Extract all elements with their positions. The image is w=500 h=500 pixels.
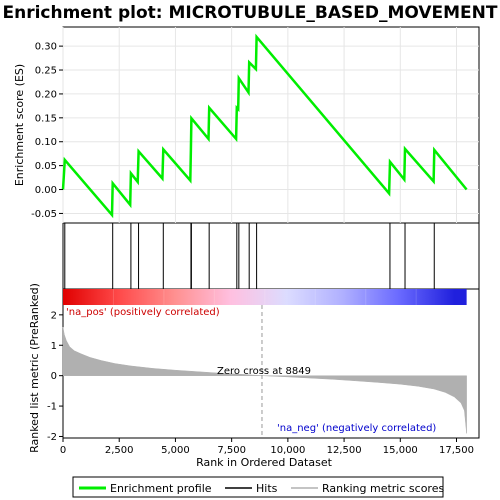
- metric-tick-label: -2: [47, 432, 57, 443]
- es-tick-label: 0.25: [35, 66, 57, 77]
- es-tick-label: -0.05: [31, 209, 57, 220]
- es-tick-label: 0.00: [35, 185, 57, 196]
- legend-metric-label: Ranking metric scores: [322, 482, 444, 495]
- x-tick-label: 7,500: [217, 445, 246, 456]
- metric-tick-label: -1: [47, 402, 57, 413]
- x-tick-label: 10,000: [270, 445, 305, 456]
- metric-tick-label: 0: [51, 371, 57, 382]
- x-axis-label: Rank in Ordered Dataset: [196, 456, 333, 469]
- chart-title: Enrichment plot: MICROTUBULE_BASED_MOVEM…: [2, 3, 497, 23]
- x-tick-label: 17,500: [439, 445, 474, 456]
- legend-hits-label: Hits: [256, 482, 278, 495]
- x-tick-label: 15,000: [383, 445, 418, 456]
- metric-tick-label: 1: [51, 341, 57, 352]
- metric-axis-label: Ranked list metric (PreRanked): [28, 283, 41, 453]
- es-tick-label: 0.15: [35, 113, 57, 124]
- es-tick-label: 0.30: [35, 42, 57, 53]
- ranking-metric-area: [63, 327, 467, 433]
- x-tick-label: 0: [60, 445, 66, 456]
- hits-panel: [63, 223, 479, 289]
- x-tick-label: 2,500: [105, 445, 134, 456]
- es-tick-label: 0.10: [35, 137, 57, 148]
- neg-correlated-label: 'na_neg' (negatively correlated): [277, 423, 436, 434]
- es-panel: [63, 27, 479, 223]
- legend-enrichment-label: Enrichment profile: [110, 482, 212, 495]
- es-tick-label: 0.05: [35, 161, 57, 172]
- es-tick-label: 0.20: [35, 89, 57, 100]
- pos-correlated-label: 'na_pos' (positively correlated): [66, 307, 220, 318]
- metric-tick-label: 2: [51, 310, 57, 321]
- es-axis-label: Enrichment score (ES): [13, 64, 26, 186]
- x-tick-label: 5,000: [161, 445, 190, 456]
- zero-cross-label: Zero cross at 8849: [217, 366, 311, 377]
- x-tick-label: 12,500: [327, 445, 362, 456]
